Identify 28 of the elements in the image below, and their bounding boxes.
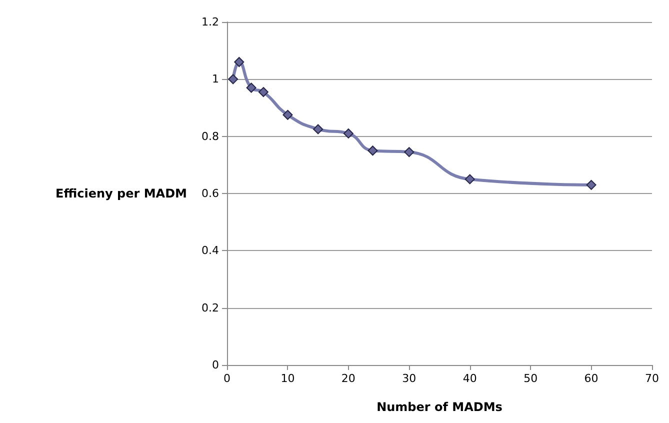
point: [464, 174, 475, 184]
x-axis-title: Number of MADMs: [376, 400, 502, 414]
point: [404, 147, 414, 158]
y-tick-label: 0.4: [202, 244, 219, 258]
x-tick-label: 60: [584, 372, 598, 385]
point: [282, 110, 293, 120]
y-axis-title: Efficieny per MADM: [56, 186, 187, 200]
x-tick-label: 10: [280, 372, 295, 385]
point: [234, 57, 244, 68]
point: [246, 82, 256, 93]
point: [313, 124, 324, 134]
y-tick-label: 0.6: [202, 187, 219, 200]
x-tick-label: 40: [462, 372, 477, 385]
x-tick-label: 0: [224, 372, 230, 385]
x-tick-label: 50: [524, 372, 538, 385]
point: [228, 74, 238, 84]
point: [586, 180, 596, 190]
y-tick-label: 0: [212, 358, 219, 372]
x-tick-label: 70: [645, 372, 659, 385]
y-tick-label: 1: [212, 72, 219, 86]
y-tick-label: 0.8: [202, 130, 219, 143]
point: [343, 128, 354, 138]
x-tick-label: 20: [341, 372, 356, 385]
y-tick-label: 1.2: [202, 16, 219, 28]
point: [368, 146, 378, 156]
y-tick-label: 0.2: [202, 301, 219, 314]
x-tick-label: 30: [402, 372, 416, 385]
point: [258, 87, 268, 98]
